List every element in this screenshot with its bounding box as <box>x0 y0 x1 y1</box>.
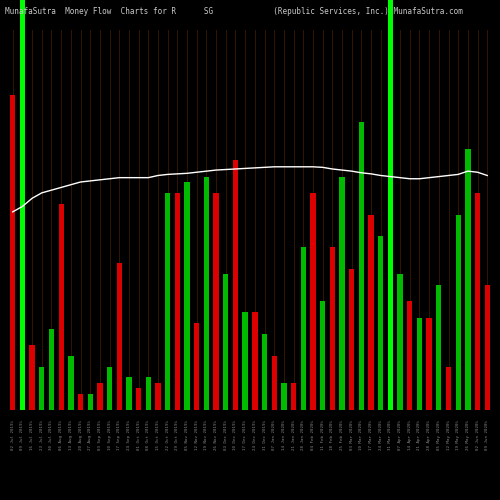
Bar <box>456 214 461 410</box>
Bar <box>262 334 267 410</box>
Bar <box>358 122 364 410</box>
Bar <box>340 176 344 410</box>
Bar <box>252 312 258 410</box>
Bar <box>30 345 35 410</box>
Bar <box>78 394 83 410</box>
Bar <box>417 318 422 410</box>
Bar <box>446 366 451 410</box>
Bar <box>156 383 160 410</box>
Bar <box>204 176 209 410</box>
Bar <box>320 302 326 410</box>
Bar <box>272 356 277 410</box>
Bar <box>20 0 25 410</box>
Bar <box>39 366 44 410</box>
Bar <box>281 383 286 410</box>
Bar <box>58 204 64 410</box>
Bar <box>126 378 132 410</box>
Bar <box>407 302 412 410</box>
Bar <box>146 378 151 410</box>
Bar <box>426 318 432 410</box>
Bar <box>223 274 228 410</box>
Bar <box>107 366 112 410</box>
Bar <box>68 356 73 410</box>
Bar <box>475 193 480 410</box>
Bar <box>436 285 442 410</box>
Bar <box>349 269 354 410</box>
Bar <box>310 193 316 410</box>
Text: MunafaSutra  Money Flow  Charts for R      SG             (Republic Services, In: MunafaSutra Money Flow Charts for R SG (… <box>5 8 463 16</box>
Bar <box>388 0 393 410</box>
Bar <box>378 236 384 410</box>
Bar <box>214 193 219 410</box>
Bar <box>242 312 248 410</box>
Bar <box>484 285 490 410</box>
Bar <box>97 383 102 410</box>
Bar <box>136 388 141 410</box>
Bar <box>10 95 16 410</box>
Bar <box>300 247 306 410</box>
Bar <box>465 150 470 410</box>
Bar <box>49 328 54 410</box>
Bar <box>368 214 374 410</box>
Bar <box>194 323 200 410</box>
Bar <box>165 193 170 410</box>
Bar <box>398 274 403 410</box>
Bar <box>330 247 335 410</box>
Bar <box>184 182 190 410</box>
Bar <box>116 264 122 410</box>
Bar <box>233 160 238 410</box>
Bar <box>174 193 180 410</box>
Bar <box>88 394 93 410</box>
Bar <box>291 383 296 410</box>
